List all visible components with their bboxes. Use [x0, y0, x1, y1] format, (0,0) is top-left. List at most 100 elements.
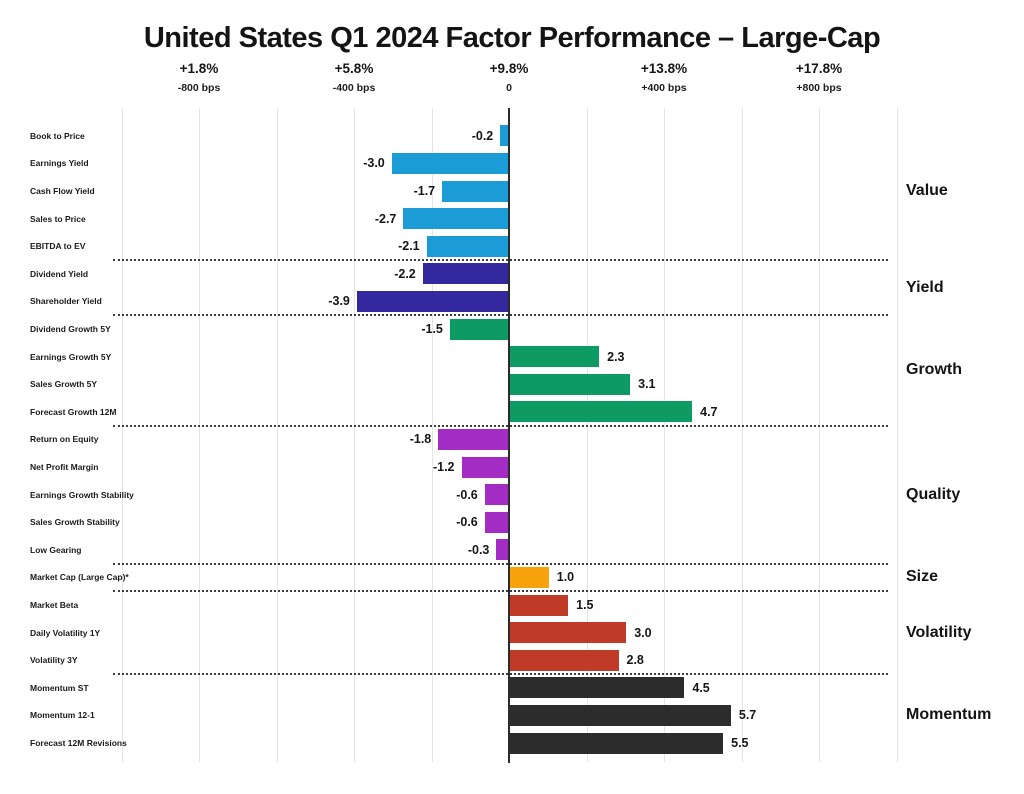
factor-row-label: Net Profit Margin — [30, 462, 99, 472]
factor-bar — [510, 594, 569, 616]
axis-tick-bps: +400 bps — [641, 81, 687, 94]
factor-row-label: Return on Equity — [30, 434, 99, 445]
axis-tick-bps: 0 — [506, 81, 512, 94]
factor-bar — [484, 484, 508, 506]
factor-value-label: 5.7 — [738, 708, 757, 723]
factor-row-label: Daily Volatility 1Y — [30, 627, 101, 638]
factor-bar — [510, 566, 549, 588]
factor-row-label: Low Gearing — [30, 544, 82, 555]
factor-row-label: Market Beta — [30, 600, 79, 610]
section-separator — [113, 259, 888, 261]
factor-bar — [510, 649, 619, 671]
factor-value-label: -2.2 — [394, 266, 416, 281]
factor-row-label: Sales to Price — [30, 213, 86, 224]
factor-row-label: Momentum ST — [30, 682, 89, 693]
factor-bar — [426, 235, 508, 257]
factor-row-label: Earnings Yield — [30, 158, 89, 169]
factor-value-label: -2.7 — [374, 211, 397, 226]
factor-row-label: Dividend Growth 5Y — [30, 324, 111, 334]
factor-value-label: -0.2 — [471, 128, 494, 143]
factor-row-label: EBITDA to EV — [30, 241, 86, 252]
factor-bar — [422, 263, 508, 285]
factor-row-label: Shareholder Yield — [30, 296, 102, 307]
factor-row-label: Earnings Growth Stability — [30, 489, 134, 500]
factor-bar — [496, 539, 508, 561]
factor-bar — [449, 318, 508, 340]
factor-row-label: Volatility 3Y — [30, 655, 78, 666]
factor-row-label: Momentum 12-1 — [30, 710, 95, 721]
gridline — [276, 108, 278, 762]
section-label-volatility: Volatility — [906, 623, 972, 641]
factor-bar — [510, 401, 693, 423]
axis-tick-bps: +800 bps — [796, 81, 842, 94]
factor-value-label: -0.6 — [456, 487, 478, 502]
axis-tick-percent: +5.8% — [334, 61, 374, 76]
factor-value-label: -3.0 — [363, 156, 385, 171]
section-separator — [113, 673, 888, 675]
factor-bar — [510, 373, 631, 395]
factor-bar — [510, 346, 600, 368]
factor-row-label: Market Cap (Large Cap)* — [30, 572, 129, 583]
axis-tick-label: +17.8% +800 bps — [796, 62, 842, 93]
factor-bar — [510, 622, 627, 644]
factor-value-label: 5.5 — [731, 736, 749, 750]
factor-value-label: 1.0 — [556, 570, 575, 585]
factor-row-label: Sales Growth 5Y — [30, 379, 98, 390]
axis-tick-label: +13.8% +400 bps — [641, 62, 687, 93]
gridline — [819, 108, 820, 762]
axis-tick-bps: -400 bps — [332, 81, 376, 94]
factor-row-label: Dividend Yield — [30, 268, 89, 279]
section-label-momentum: Momentum — [906, 706, 992, 724]
gridline — [354, 108, 355, 762]
factor-bar — [438, 428, 508, 450]
factor-row-label: Sales Growth Stability — [30, 517, 120, 528]
factor-value-label: 2.8 — [626, 653, 644, 668]
factor-value-label: 2.3 — [607, 349, 625, 364]
factor-row-label: Forecast Growth 12M — [30, 406, 117, 417]
axis-tick-percent: +1.8% — [179, 61, 219, 76]
section-separator — [113, 562, 888, 565]
gridline — [896, 108, 898, 762]
axis-tick-percent: +9.8% — [489, 61, 529, 76]
factor-value-label: -0.6 — [456, 515, 478, 530]
factor-bar — [403, 208, 508, 230]
factor-value-label: 4.5 — [692, 680, 710, 695]
gridline — [199, 108, 200, 762]
section-label-size: Size — [906, 568, 939, 586]
factor-bar — [391, 152, 508, 174]
axis-tick-label: +5.8% -400 bps — [333, 62, 376, 93]
factor-value-label: 4.7 — [700, 404, 718, 419]
factor-bar — [500, 125, 508, 147]
factor-row-label: Earnings Growth 5Y — [30, 351, 112, 362]
factor-value-label: 3.1 — [638, 377, 656, 392]
axis-tick-percent: +13.8% — [640, 61, 688, 76]
zero-axis-line — [508, 108, 510, 763]
axis-tick-percent: +17.8% — [795, 61, 843, 76]
gridline — [121, 108, 123, 762]
factor-bar — [510, 704, 731, 726]
factor-value-label: -2.1 — [398, 239, 420, 254]
axis-tick-bps: -800 bps — [177, 81, 221, 94]
section-separator — [113, 424, 888, 427]
factor-bar — [484, 511, 508, 533]
factor-bar — [510, 677, 685, 699]
factor-value-label: -1.5 — [421, 322, 443, 336]
factor-bar — [510, 732, 724, 754]
factor-bar — [442, 180, 508, 202]
section-separator — [113, 590, 888, 593]
gridline — [664, 108, 665, 762]
factor-bar — [356, 290, 508, 312]
gridline — [431, 108, 433, 762]
gridline — [741, 108, 743, 762]
factor-value-label: -3.9 — [328, 294, 350, 309]
gridline — [586, 108, 588, 762]
section-label-yield: Yield — [906, 278, 944, 296]
section-separator — [113, 314, 888, 317]
section-label-quality: Quality — [906, 485, 961, 503]
factor-row-label: Cash Flow Yield — [30, 186, 95, 196]
factor-value-label: 3.0 — [634, 625, 652, 640]
axis-tick-label: +1.8% -800 bps — [178, 62, 221, 93]
factor-bar — [461, 456, 508, 478]
factor-row-label: Forecast 12M Revisions — [30, 738, 127, 748]
